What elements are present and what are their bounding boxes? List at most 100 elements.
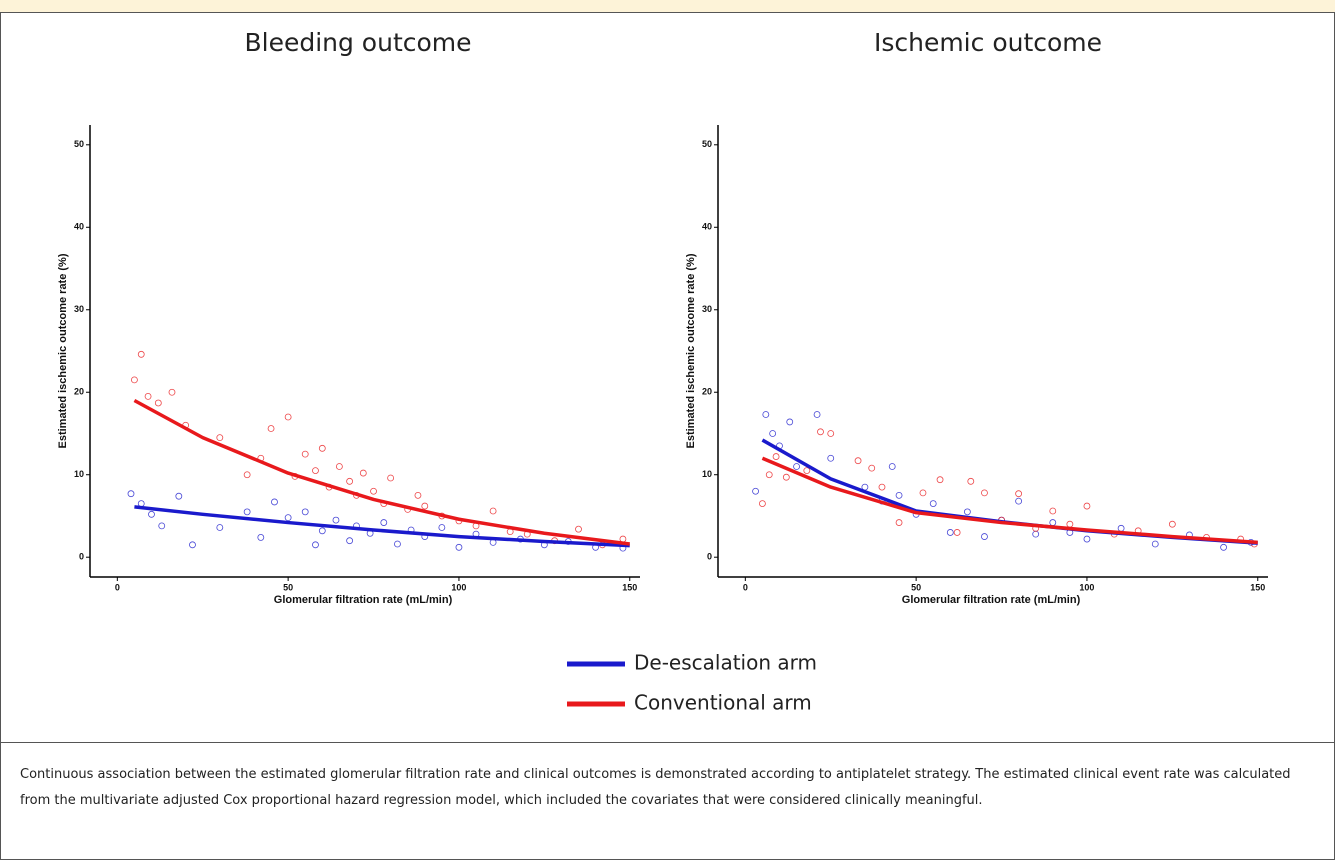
- data-point: [1151, 540, 1159, 548]
- data-point: [394, 540, 401, 548]
- legend-label: Conventional arm: [634, 691, 812, 715]
- y-tick-label: 20: [702, 387, 712, 397]
- data-point: [953, 529, 961, 536]
- data-point: [335, 463, 343, 470]
- data-point: [878, 483, 886, 491]
- x-tick-label: 150: [1250, 582, 1265, 592]
- x-tick-label: 0: [115, 582, 120, 592]
- data-point: [144, 392, 152, 400]
- data-point: [967, 477, 975, 485]
- data-point: [284, 413, 292, 421]
- data-point: [243, 471, 251, 479]
- data-point: [759, 500, 766, 507]
- data-point: [301, 450, 309, 458]
- data-point: [1083, 535, 1091, 543]
- data-point: [895, 491, 903, 499]
- data-point: [438, 524, 446, 531]
- fit-curve: [761, 438, 1258, 545]
- data-point: [127, 490, 135, 498]
- data-point: [414, 491, 422, 499]
- data-point: [346, 477, 354, 485]
- fit-curve: [134, 505, 630, 548]
- x-tick-label: 150: [622, 582, 637, 592]
- data-point: [243, 508, 251, 516]
- x-tick-label: 100: [451, 582, 466, 592]
- data-point: [919, 489, 927, 497]
- data-point: [301, 508, 309, 516]
- data-point: [868, 464, 876, 472]
- data-point: [455, 543, 463, 551]
- y-tick-label: 20: [74, 387, 84, 397]
- x-tick-label: 0: [743, 582, 748, 592]
- data-point: [793, 463, 800, 470]
- data-point: [772, 453, 780, 460]
- data-point: [946, 529, 954, 536]
- data-point: [318, 444, 326, 452]
- y-tick-label: 50: [74, 139, 84, 149]
- y-tick-label: 0: [707, 552, 712, 562]
- y-tick-label: 30: [74, 304, 84, 314]
- data-point: [769, 430, 777, 437]
- data-point: [148, 510, 155, 518]
- data-point: [817, 428, 824, 436]
- data-point: [284, 514, 292, 522]
- data-point: [318, 527, 326, 535]
- data-point: [1117, 524, 1125, 532]
- data-point: [782, 473, 790, 481]
- data-point: [854, 457, 862, 465]
- data-point: [827, 430, 835, 437]
- data-point: [216, 524, 224, 531]
- chart-title: Bleeding outcome: [244, 28, 471, 57]
- data-point: [346, 537, 354, 545]
- legend-label: De-escalation arm: [634, 651, 817, 675]
- data-point: [387, 474, 395, 482]
- y-tick-label: 50: [702, 139, 712, 149]
- data-point: [154, 399, 162, 407]
- x-axis-label: Glomerular filtration rate (mL/min): [902, 594, 1081, 606]
- data-point: [752, 487, 759, 495]
- data-point: [1220, 543, 1227, 551]
- data-point: [312, 541, 319, 549]
- data-point: [216, 434, 224, 442]
- fit-curve: [761, 456, 1258, 545]
- data-point: [888, 463, 896, 470]
- data-point: [963, 508, 971, 516]
- data-point: [1083, 502, 1091, 510]
- data-point: [1168, 520, 1176, 528]
- data-point: [189, 541, 196, 549]
- data-point: [137, 350, 145, 358]
- data-point: [813, 411, 821, 418]
- data-point: [370, 487, 377, 495]
- y-tick-label: 10: [74, 469, 84, 479]
- data-point: [1032, 530, 1040, 538]
- data-point: [267, 425, 275, 432]
- data-point: [575, 525, 582, 533]
- data-point: [332, 516, 340, 524]
- data-point: [359, 469, 367, 477]
- caption: Continuous association between the estim…: [20, 767, 1291, 808]
- data-point: [929, 500, 937, 507]
- fit-curve: [133, 398, 630, 546]
- data-point: [1049, 507, 1057, 515]
- data-point: [895, 519, 903, 526]
- y-tick-label: 40: [702, 222, 712, 232]
- data-point: [762, 411, 770, 418]
- data-point: [827, 454, 835, 462]
- data-point: [175, 492, 183, 500]
- data-point: [1015, 490, 1023, 498]
- data-point: [131, 376, 138, 384]
- x-tick-label: 100: [1079, 582, 1094, 592]
- data-point: [981, 489, 988, 497]
- data-point: [936, 476, 944, 484]
- data-point: [421, 502, 429, 510]
- data-point: [1066, 520, 1074, 528]
- y-tick-label: 10: [702, 469, 712, 479]
- y-tick-label: 0: [79, 552, 84, 562]
- caption-box: Continuous association between the estim…: [0, 742, 1335, 860]
- data-point: [271, 498, 278, 506]
- chart-title: Ischemic outcome: [874, 28, 1102, 57]
- y-tick-label: 40: [74, 222, 84, 232]
- data-point: [312, 467, 319, 474]
